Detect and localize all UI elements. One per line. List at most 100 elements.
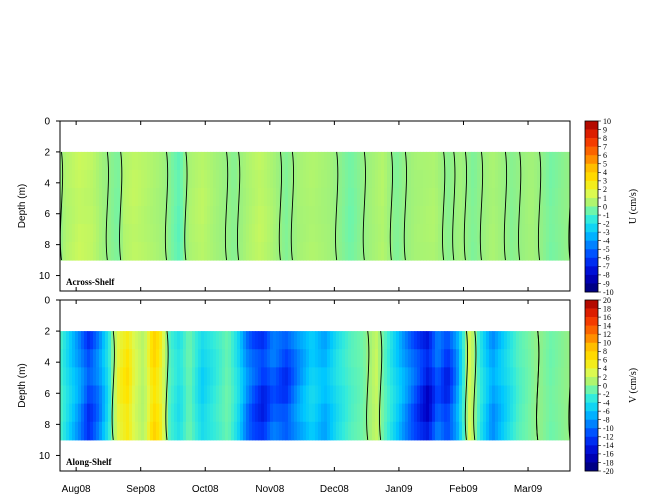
heatmap-cell bbox=[345, 169, 349, 189]
heatmap-cell bbox=[567, 349, 570, 368]
heatmap-cell bbox=[222, 187, 226, 207]
heatmap-cell bbox=[333, 151, 337, 171]
heatmap-cell bbox=[219, 224, 223, 243]
heatmap-cell bbox=[87, 421, 91, 441]
heatmap-cell bbox=[114, 242, 118, 261]
colorbar-tick-label: 8 bbox=[603, 134, 607, 143]
heatmap-cell bbox=[192, 242, 196, 261]
heatmap-cell bbox=[234, 367, 238, 386]
heatmap-cell bbox=[192, 331, 196, 350]
heatmap-cell bbox=[276, 367, 280, 386]
heatmap-cell bbox=[303, 349, 307, 368]
heatmap-cell bbox=[168, 331, 172, 350]
heatmap-cell bbox=[60, 151, 64, 171]
heatmap-cell bbox=[282, 367, 286, 386]
heatmap-cell bbox=[258, 349, 262, 368]
heatmap-cell bbox=[291, 367, 295, 386]
heatmap-cell bbox=[489, 187, 493, 207]
heatmap-cell bbox=[138, 349, 142, 368]
heatmap-cell bbox=[387, 421, 391, 441]
heatmap-cell bbox=[285, 349, 289, 368]
heatmap-cell bbox=[360, 169, 364, 189]
heatmap-cell bbox=[429, 349, 433, 368]
heatmap-cell bbox=[69, 349, 73, 368]
heatmap-cell bbox=[564, 385, 568, 405]
heatmap-cell bbox=[147, 187, 151, 207]
heatmap-cell bbox=[366, 187, 370, 207]
heatmap-cell bbox=[216, 385, 220, 405]
heatmap-cell bbox=[522, 421, 526, 441]
heatmap-cell bbox=[534, 242, 538, 261]
heatmap-cell bbox=[246, 385, 250, 405]
heatmap-cell bbox=[150, 385, 154, 405]
heatmap-cell bbox=[222, 385, 226, 405]
heatmap-cell bbox=[543, 367, 547, 386]
heatmap-cell bbox=[147, 403, 151, 423]
heatmap-cell bbox=[474, 421, 478, 441]
heatmap-cell bbox=[60, 385, 64, 405]
heatmap-cell bbox=[564, 151, 568, 171]
heatmap-cell bbox=[405, 385, 409, 405]
heatmap-cell bbox=[522, 169, 526, 189]
colorbar-tick-label: -4 bbox=[603, 237, 610, 246]
heatmap-cell bbox=[210, 385, 214, 405]
heatmap-cell bbox=[264, 403, 268, 423]
heatmap-cell bbox=[99, 151, 103, 171]
heatmap-cell bbox=[306, 224, 310, 243]
heatmap-cell bbox=[60, 169, 64, 189]
heatmap-cell bbox=[432, 385, 436, 405]
heatmap-cell bbox=[75, 421, 79, 441]
heatmap-cell bbox=[288, 151, 292, 171]
heatmap-cell bbox=[336, 331, 340, 350]
heatmap-cell bbox=[297, 151, 301, 171]
heatmap-cell bbox=[369, 331, 373, 350]
heatmap-cell bbox=[252, 169, 256, 189]
heatmap-cell bbox=[549, 349, 553, 368]
heatmap-cell bbox=[468, 151, 472, 171]
heatmap-cell bbox=[255, 421, 259, 441]
plot-frame bbox=[59, 299, 571, 472]
heatmap-cell bbox=[75, 349, 79, 368]
heatmap-cell bbox=[393, 331, 397, 350]
heatmap-cell bbox=[318, 169, 322, 189]
heatmap-cell bbox=[294, 187, 298, 207]
heatmap-cell bbox=[549, 206, 553, 225]
heatmap-cell bbox=[555, 187, 559, 207]
heatmap-cell bbox=[333, 169, 337, 189]
heatmap-cell bbox=[531, 385, 535, 405]
heatmap-cell bbox=[534, 421, 538, 441]
heatmap-cell bbox=[210, 421, 214, 441]
heatmap-cell bbox=[87, 349, 91, 368]
y-tick-label: 2 bbox=[44, 327, 50, 338]
heatmap-cell bbox=[303, 331, 307, 350]
heatmap-cell bbox=[342, 421, 346, 441]
heatmap-cell bbox=[438, 403, 442, 423]
heatmap-cell bbox=[483, 421, 487, 441]
heatmap-cell bbox=[303, 242, 307, 261]
heatmap-cell bbox=[117, 349, 121, 368]
heatmap-cell bbox=[153, 242, 157, 261]
heatmap-cell bbox=[381, 331, 385, 350]
heatmap-cell bbox=[186, 169, 190, 189]
heatmap-cell bbox=[126, 403, 130, 423]
heatmap-cell bbox=[210, 224, 214, 243]
heatmap-cell bbox=[153, 349, 157, 368]
heatmap-cell bbox=[516, 187, 520, 207]
heatmap-cell bbox=[276, 349, 280, 368]
heatmap-cell bbox=[291, 385, 295, 405]
heatmap-cell bbox=[399, 403, 403, 423]
heatmap-cell bbox=[198, 151, 202, 171]
heatmap-cell bbox=[69, 187, 73, 207]
heatmap-cell bbox=[201, 331, 205, 350]
heatmap-cell bbox=[99, 403, 103, 423]
heatmap-cell bbox=[408, 224, 412, 243]
heatmap-cell bbox=[312, 224, 316, 243]
heatmap-cell bbox=[309, 367, 313, 386]
colorbar-tick-label: -4 bbox=[603, 398, 610, 407]
heatmap-cell bbox=[423, 224, 427, 243]
colorbar-tick-label: -10 bbox=[603, 424, 614, 433]
heatmap-cell bbox=[492, 385, 496, 405]
heatmap-cell bbox=[405, 206, 409, 225]
heatmap-cell bbox=[492, 242, 496, 261]
heatmap-cell bbox=[558, 385, 562, 405]
